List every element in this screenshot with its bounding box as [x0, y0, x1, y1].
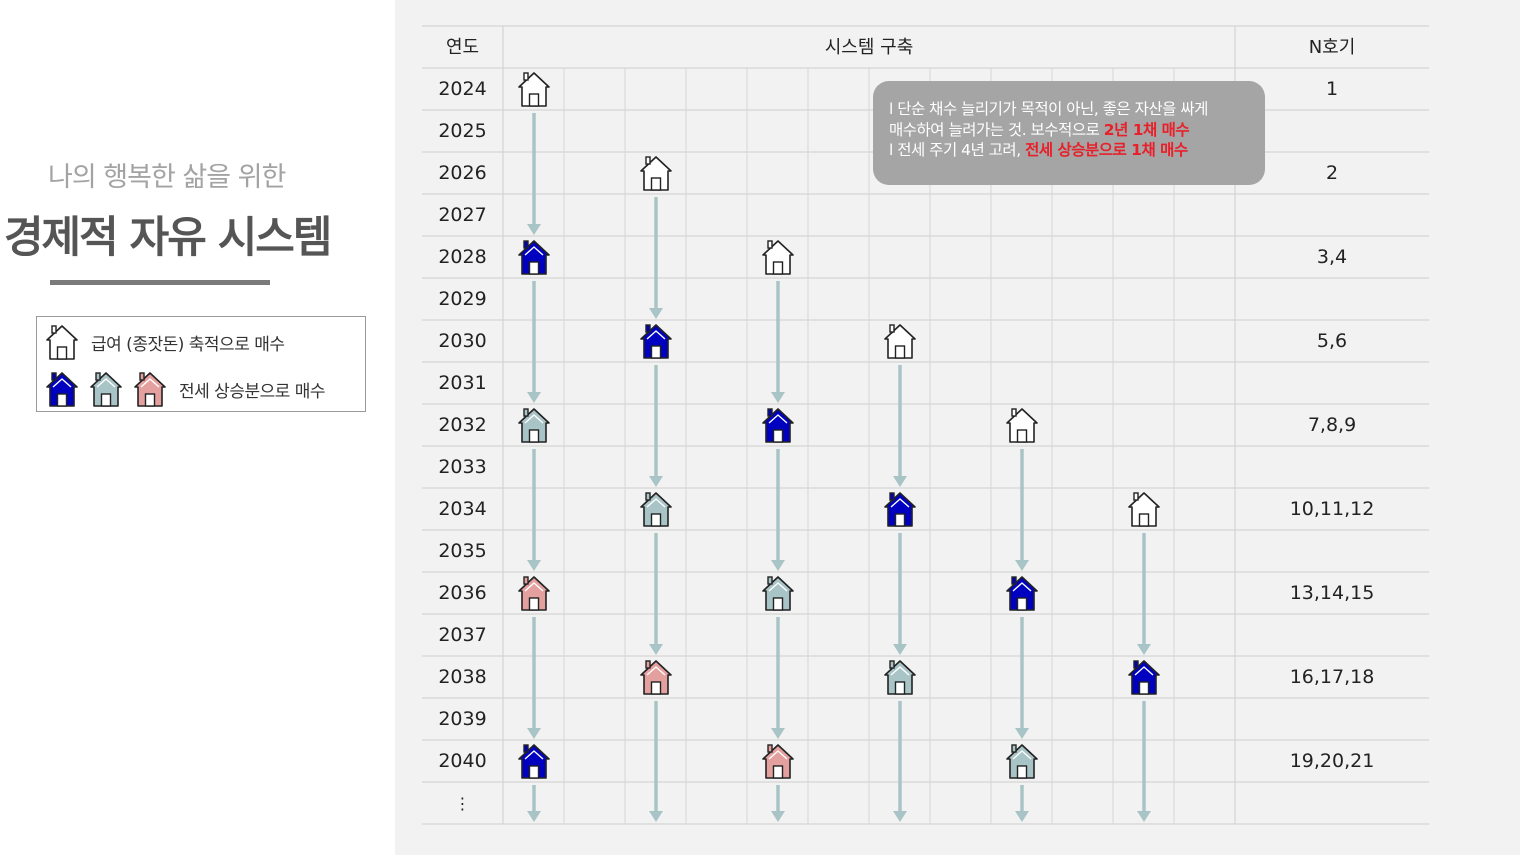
legend-label-salary: 급여 (종잣돈) 축적으로 매수	[91, 334, 285, 355]
timeline-arrow-head	[649, 308, 663, 319]
house-teal-icon	[884, 660, 916, 695]
n-cell: 3,4	[1317, 246, 1347, 268]
timeline-arrow-head	[893, 476, 907, 487]
header-year: 연도	[446, 37, 479, 58]
house-blue-icon	[1006, 576, 1038, 611]
house-blue-icon	[518, 240, 550, 275]
year-cell: 2038	[438, 666, 486, 688]
year-cell: 2025	[438, 120, 486, 142]
timeline-arrow-head	[771, 728, 785, 739]
year-cell: 2027	[438, 204, 486, 226]
year-cell: 2024	[438, 78, 486, 100]
year-cell: 2030	[438, 330, 486, 352]
house-white-icon	[762, 240, 794, 275]
timeline-arrow-head	[649, 644, 663, 655]
timeline-arrow-head	[893, 644, 907, 655]
legend-label-jeonse: 전세 상승분으로 매수	[179, 381, 326, 402]
house-teal-icon	[518, 408, 550, 443]
timeline-arrow-head	[649, 476, 663, 487]
page-title: 경제적 자유 시스템	[4, 213, 332, 263]
year-cell: 2026	[438, 162, 486, 184]
n-cell: 5,6	[1317, 330, 1347, 352]
n-cell: 16,17,18	[1290, 666, 1375, 688]
house-white-icon	[1006, 408, 1038, 443]
timeline-arrow-head	[771, 811, 785, 822]
timeline-arrow-head	[1137, 644, 1151, 655]
n-cell: 13,14,15	[1290, 582, 1375, 604]
header-system: 시스템 구축	[825, 37, 914, 58]
timeline-arrow-head	[527, 728, 541, 739]
timeline-arrow-head	[771, 392, 785, 403]
year-cell: 2039	[438, 708, 486, 730]
callout-highlight-2: 전세 상승분으로 1채 매수	[1025, 141, 1188, 159]
timeline-arrow-head	[649, 811, 663, 822]
table-header-bg	[422, 26, 1429, 68]
year-cell: 2032	[438, 414, 486, 436]
header-n: N호기	[1309, 37, 1356, 58]
house-white-icon	[640, 156, 672, 191]
legend-row-jeonse: 전세 상승분으로 매수	[37, 370, 326, 408]
year-cell: 2040	[438, 750, 486, 772]
house-teal-icon	[762, 576, 794, 611]
callout-line-2-text: 매수하여 늘려가는 것. 보수적으로	[889, 120, 1104, 139]
year-cell: 2037	[438, 624, 486, 646]
house-blue-icon	[884, 492, 916, 527]
house-white-icon	[1128, 492, 1160, 527]
n-cell: 10,11,12	[1290, 498, 1375, 520]
page-subtitle: 나의 행복한 삶을 위한	[48, 162, 286, 193]
timeline-arrow-head	[893, 811, 907, 822]
year-cell: 2034	[438, 498, 486, 520]
house-white-icon	[884, 324, 916, 359]
timeline-arrow-head	[527, 224, 541, 235]
timeline-arrow-head	[1137, 811, 1151, 822]
year-cell: 2033	[438, 456, 486, 478]
house-pink-icon	[762, 744, 794, 779]
timeline-arrow-head	[527, 560, 541, 571]
year-cell: 2031	[438, 372, 486, 394]
callout-line-2: 매수하여 늘려가는 것. 보수적으로 2년 1채 매수	[889, 120, 1265, 141]
house-pink-icon	[518, 576, 550, 611]
n-cell: 1	[1326, 78, 1338, 100]
timeline-arrow-head	[1015, 728, 1029, 739]
title-divider	[50, 280, 270, 285]
house-white-icon	[518, 72, 550, 107]
year-cell: 2028	[438, 246, 486, 268]
n-cell: 7,8,9	[1308, 414, 1356, 436]
house-blue-icon	[762, 408, 794, 443]
callout-line-3-text: l 전세 주기 4년 고려,	[889, 141, 1026, 159]
year-cell: 2035	[438, 540, 486, 562]
timeline-arrow-head	[527, 811, 541, 822]
house-teal-icon	[1006, 744, 1038, 779]
callout-highlight-1: 2년 1채 매수	[1103, 120, 1190, 139]
year-cell: 2029	[438, 288, 486, 310]
legend-box: 급여 (종잣돈) 축적으로 매수 전세 상승분으로 매수	[36, 316, 366, 412]
house-blue-icon	[1128, 660, 1160, 695]
callout-line-3: l 전세 주기 4년 고려, 전세 상승분으로 1채 매수	[889, 140, 1265, 161]
house-blue-icon	[518, 744, 550, 779]
house-pink-icon	[640, 660, 672, 695]
timeline-arrow-head	[1015, 811, 1029, 822]
house-blue-icon	[640, 324, 672, 359]
house-teal-icon	[640, 492, 672, 527]
n-cell: 2	[1326, 162, 1338, 184]
year-cell: ⋮	[455, 794, 471, 813]
timeline-arrow-head	[527, 392, 541, 403]
year-cell: 2036	[438, 582, 486, 604]
timeline-arrow-head	[771, 560, 785, 571]
timeline-arrow-head	[1015, 560, 1029, 571]
legend-row-salary: 급여 (종잣돈) 축적으로 매수	[37, 323, 285, 361]
callout-line-1: l 단순 채수 늘리기가 목적이 아닌, 좋은 자산을 싸게	[889, 100, 1208, 118]
title-panel: 나의 행복한 삶을 위한 경제적 자유 시스템 급여 (종잣돈) 축적으로 매수…	[0, 0, 395, 855]
note-callout: l 단순 채수 늘리기가 목적이 아닌, 좋은 자산을 싸게 매수하여 늘려가는…	[873, 81, 1265, 185]
n-cell: 19,20,21	[1290, 750, 1375, 772]
